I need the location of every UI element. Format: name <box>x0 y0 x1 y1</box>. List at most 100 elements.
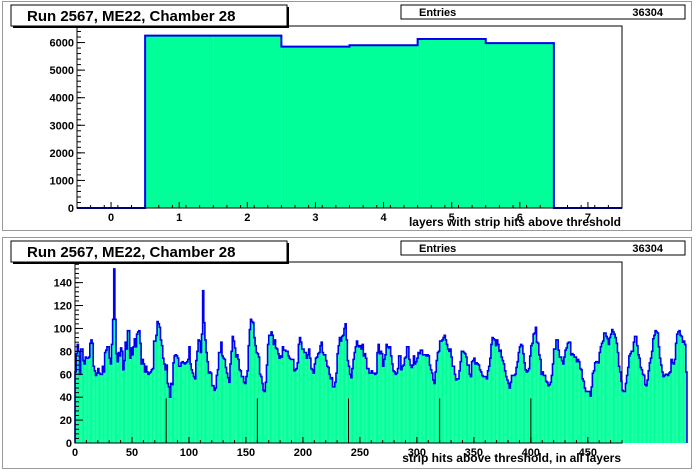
bottom-bin-482 <box>624 391 626 443</box>
bottom-bin-395 <box>525 369 527 443</box>
bottom-bin-160 <box>257 353 259 443</box>
bottom-bin-131 <box>224 359 226 443</box>
bottom-bin-258 <box>369 373 371 443</box>
bottom-bin-81 <box>167 383 169 443</box>
bottom-bin-217 <box>322 352 324 443</box>
bottom-bin-126 <box>218 352 220 443</box>
bottom-bin-422 <box>555 339 558 443</box>
bottom-bin-67 <box>151 369 153 443</box>
bottom-bin-236 <box>343 328 346 443</box>
bottom-bin-9 <box>85 357 87 443</box>
bottom-bin-371 <box>497 344 499 443</box>
bottom-bin-171 <box>269 335 272 443</box>
bottom-bin-497 <box>641 369 643 443</box>
bottom-stats-box: Entries 36304 <box>400 240 686 256</box>
bottom-bin-430 <box>565 350 567 443</box>
bottom-bin-330 <box>451 357 453 443</box>
bottom-bin-229 <box>335 373 338 443</box>
bottom-bin-358 <box>482 376 485 443</box>
bottom-bin-16 <box>93 366 95 443</box>
bottom-bin-464 <box>603 333 605 443</box>
bottom-bin-373 <box>500 350 502 443</box>
bottom-bin-284 <box>398 355 400 443</box>
bottom-bin-535 <box>684 344 686 443</box>
bottom-bin-522 <box>669 371 672 443</box>
bottom-bin-49 <box>130 347 132 443</box>
bottom-y-tick-label-4: 80 <box>60 346 72 358</box>
bottom-x-tick-label-9: 450 <box>579 447 597 459</box>
bottom-bin-436 <box>571 353 573 443</box>
bottom-bin-516 <box>663 376 665 443</box>
bottom-bin-433 <box>568 342 570 443</box>
bottom-bin-76 <box>161 345 163 443</box>
bottom-bin-185 <box>285 351 287 443</box>
bottom-bin-534 <box>683 341 685 443</box>
bottom-bin-374 <box>501 357 503 443</box>
bottom-bin-208 <box>312 369 314 443</box>
bottom-bin-440 <box>576 361 578 443</box>
bottom-bin-200 <box>302 349 305 443</box>
bottom-bin-120 <box>211 385 213 443</box>
bottom-bin-291 <box>406 346 408 443</box>
bottom-bin-176 <box>275 347 277 443</box>
bottom-bin-147 <box>242 376 244 443</box>
bottom-bin-413 <box>545 381 547 443</box>
bottom-bin-346 <box>469 374 471 443</box>
bottom-bin-198 <box>300 342 302 443</box>
bottom-bin-18 <box>95 375 97 443</box>
bottom-bin-493 <box>636 345 638 443</box>
bottom-bin-56 <box>138 330 140 443</box>
bottom-bin-345 <box>468 365 470 443</box>
bottom-bin-434 <box>569 342 571 443</box>
bottom-bin-432 <box>567 343 569 443</box>
bottom-bin-309 <box>427 354 429 443</box>
bottom-bin-184 <box>284 350 286 443</box>
bottom-bin-170 <box>268 335 270 443</box>
bottom-bin-419 <box>552 363 554 443</box>
bottom-bin-165 <box>263 390 265 443</box>
bottom-bin-359 <box>484 376 486 443</box>
bottom-bin-523 <box>671 359 673 443</box>
bottom-bin-265 <box>376 352 379 443</box>
bottom-bin-479 <box>620 381 622 443</box>
top-x-tick-label-3: 3 <box>312 212 318 224</box>
bottom-bin-244 <box>353 359 355 443</box>
bottom-bin-235 <box>342 335 344 443</box>
bottom-bin-70 <box>154 341 156 443</box>
bottom-bin-225 <box>331 377 333 443</box>
bottom-bin-528 <box>676 334 678 443</box>
bottom-bin-515 <box>661 371 664 443</box>
bottom-bin-352 <box>476 362 478 443</box>
bottom-bin-253 <box>363 355 365 443</box>
bottom-bin-40 <box>120 347 122 443</box>
top-bin-2 <box>213 35 282 208</box>
bottom-bin-133 <box>226 373 228 443</box>
bottom-bin-306 <box>423 354 425 443</box>
bottom-bin-431 <box>566 347 568 443</box>
bottom-bin-23 <box>101 374 103 443</box>
bottom-bin-69 <box>153 341 155 443</box>
bottom-bin-494 <box>637 354 640 443</box>
bottom-bin-471 <box>611 329 613 443</box>
top-y-tick-label-3: 3000 <box>50 120 74 132</box>
bottom-bin-190 <box>291 359 293 443</box>
bottom-bin-406 <box>537 343 539 443</box>
bottom-bin-477 <box>618 366 620 443</box>
bottom-bin-205 <box>308 349 310 443</box>
bottom-bin-233 <box>340 341 342 443</box>
bottom-bin-468 <box>608 344 610 443</box>
bottom-bin-162 <box>259 374 261 443</box>
bottom-bin-367 <box>493 338 495 443</box>
bottom-bin-172 <box>271 331 273 443</box>
bottom-bin-191 <box>292 359 294 443</box>
bottom-bin-364 <box>489 358 491 443</box>
bottom-bin-54 <box>136 334 138 443</box>
bottom-bin-439 <box>575 357 577 443</box>
bottom-bin-458 <box>596 361 599 443</box>
bottom-bin-186 <box>286 351 289 443</box>
bottom-bin-486 <box>628 355 630 443</box>
bottom-bin-407 <box>538 354 540 443</box>
bottom-bin-488 <box>631 351 633 443</box>
bottom-bin-195 <box>297 362 299 443</box>
bottom-bin-153 <box>249 329 251 443</box>
